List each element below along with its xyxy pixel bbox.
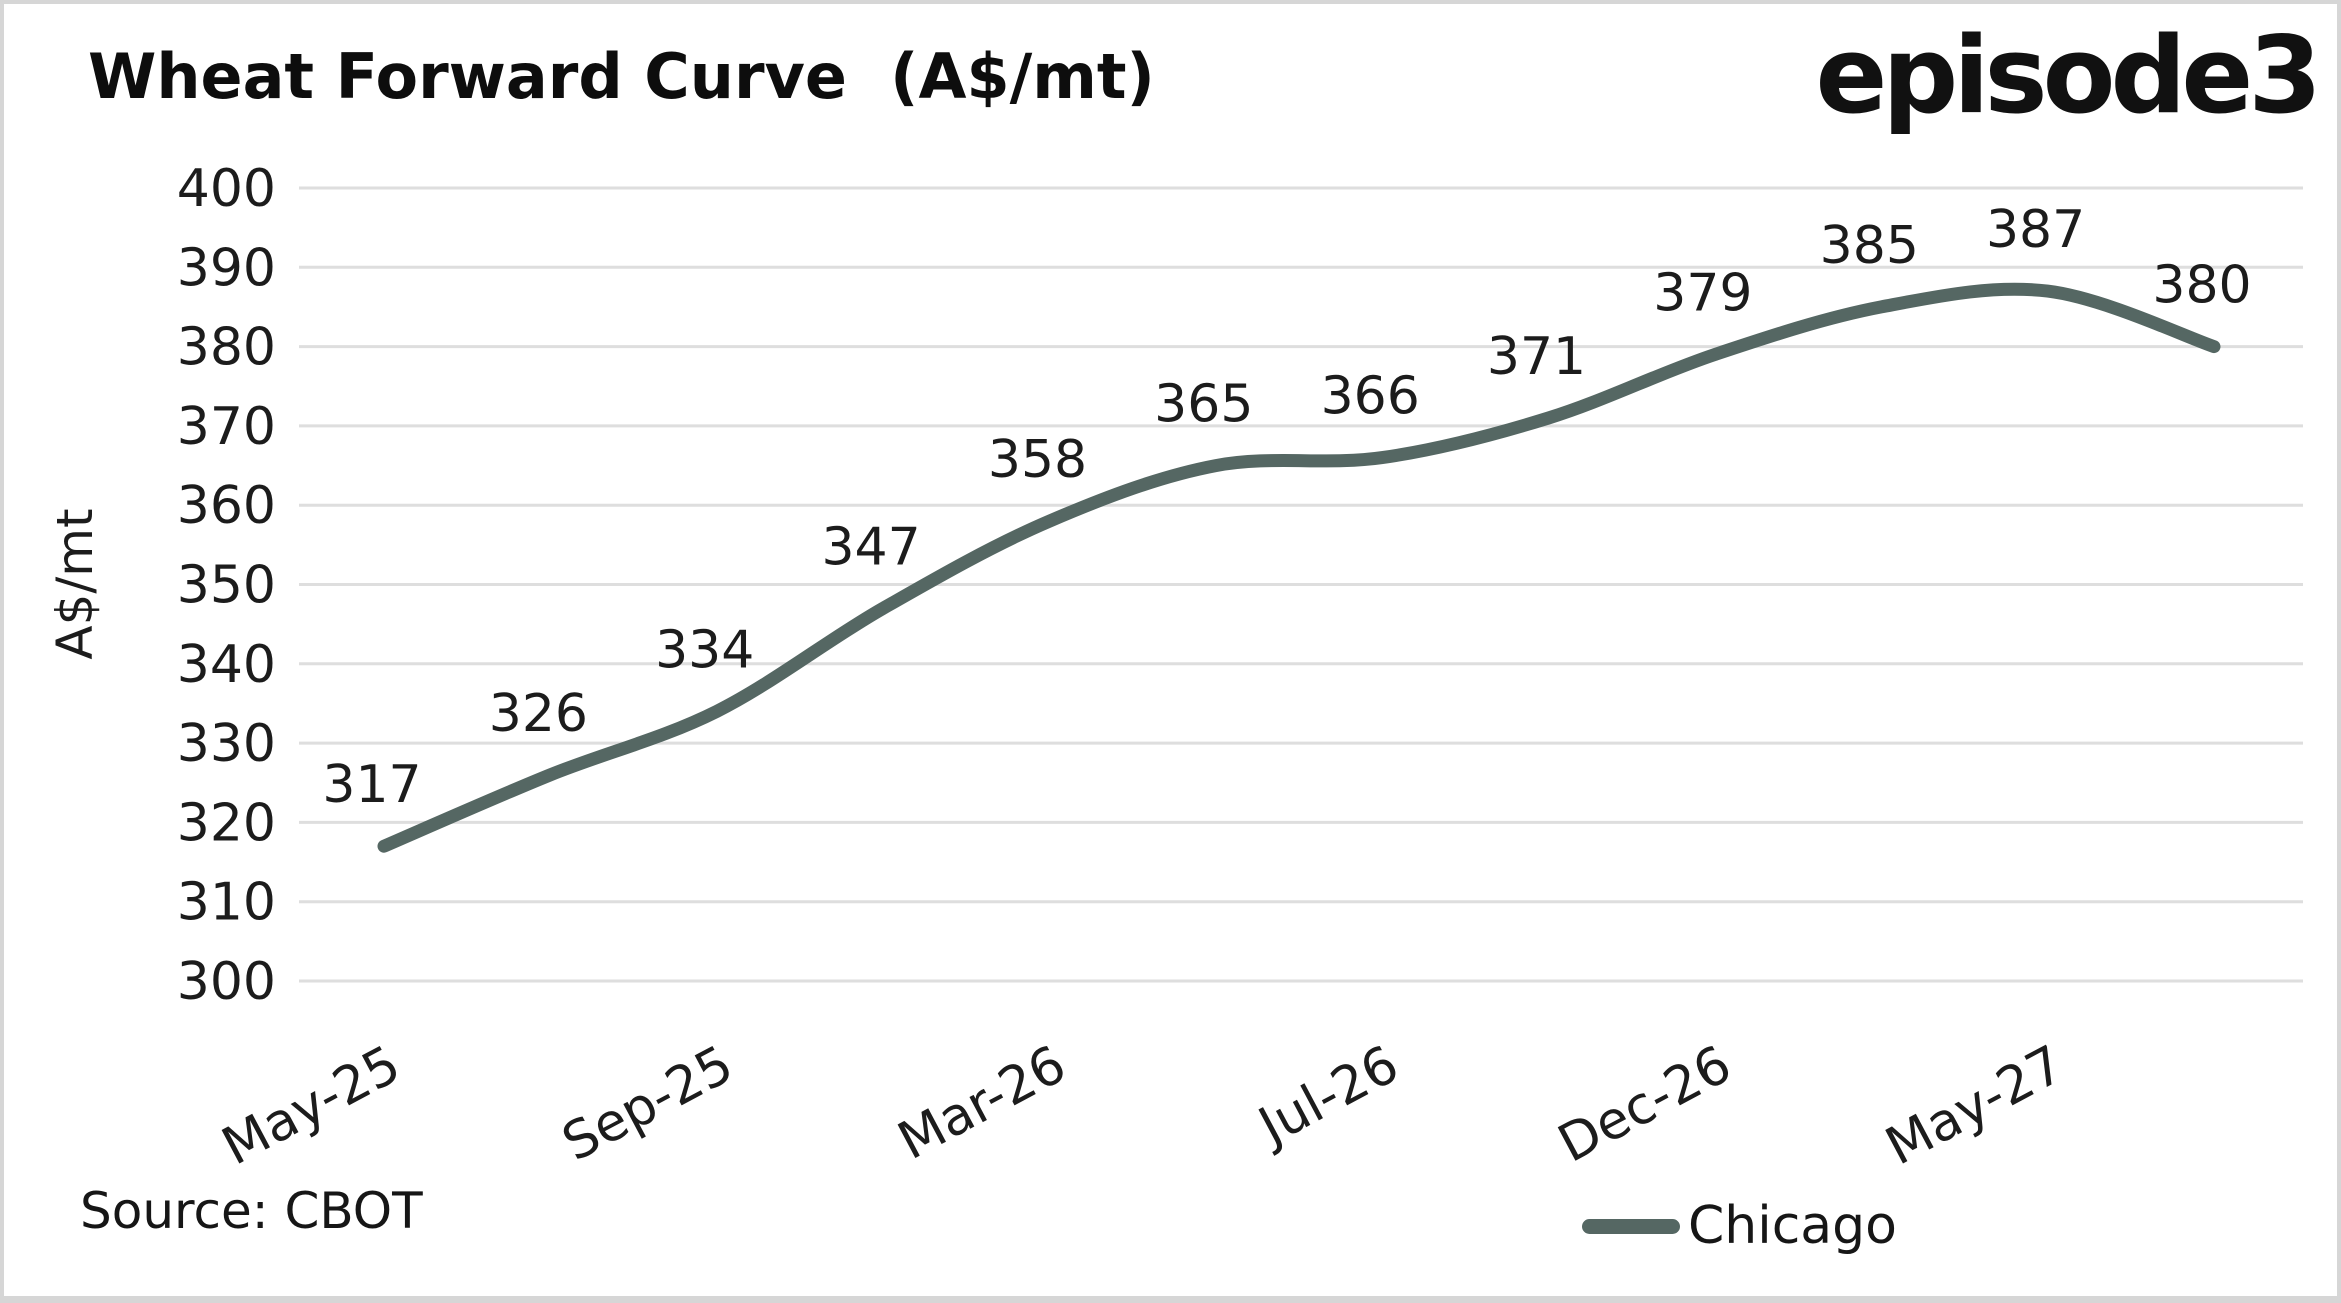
data-label-9: 385: [1820, 216, 1919, 276]
data-label-4: 358: [988, 430, 1087, 490]
data-label-11: 380: [2152, 256, 2251, 316]
source-note: Source: CBOT: [80, 1182, 423, 1240]
y-tick-label-400: 400: [177, 159, 276, 219]
forward-curve-plot: 300 310 320 330 340 350 360 370 380 390 400 A$/mt Ma…: [46, 159, 2303, 1178]
data-label-6: 366: [1321, 367, 1420, 427]
x-tick-label-Jul-26: Jul-26: [1247, 1035, 1408, 1159]
y-tick-label-330: 330: [177, 714, 276, 774]
legend-label-chicago: Chicago: [1688, 1196, 1897, 1256]
x-tick-label-May-25: May-25: [213, 1035, 410, 1178]
legend: Chicago: [1582, 1196, 1897, 1256]
chart-title: Wheat Forward Curve (A$/mt): [88, 40, 1155, 113]
data-label-0: 317: [322, 755, 421, 815]
data-label-3: 347: [821, 517, 920, 577]
series-line-chicago: [377, 282, 2221, 853]
x-tick-label-Dec-26: Dec-26: [1549, 1035, 1741, 1175]
y-tick-label-310: 310: [177, 873, 276, 933]
brand-logo: episode3: [1815, 14, 2322, 137]
y-tick-label-320: 320: [177, 793, 276, 853]
data-label-5: 365: [1154, 375, 1253, 435]
y-tick-label-380: 380: [177, 318, 276, 378]
x-tick-label-Mar-26: Mar-26: [889, 1035, 1076, 1172]
y-tick-label-300: 300: [177, 952, 276, 1012]
data-label-8: 379: [1653, 264, 1752, 324]
y-tick-label-360: 360: [177, 476, 276, 536]
y-tick-label-390: 390: [177, 238, 276, 298]
y-axis-title: A$/mt: [46, 508, 104, 659]
data-label-2: 334: [655, 620, 754, 680]
chicago-series-swatch: [1582, 1218, 1680, 1234]
data-label-1: 326: [489, 684, 588, 744]
y-tick-label-340: 340: [177, 635, 276, 695]
x-tick-label-May-27: May-27: [1876, 1035, 2073, 1178]
y-tick-label-370: 370: [177, 397, 276, 457]
y-tick-label-350: 350: [177, 556, 276, 616]
data-label-10: 387: [1986, 200, 2085, 260]
x-tick-label-Sep-25: Sep-25: [553, 1035, 743, 1174]
data-label-7: 371: [1487, 327, 1586, 387]
